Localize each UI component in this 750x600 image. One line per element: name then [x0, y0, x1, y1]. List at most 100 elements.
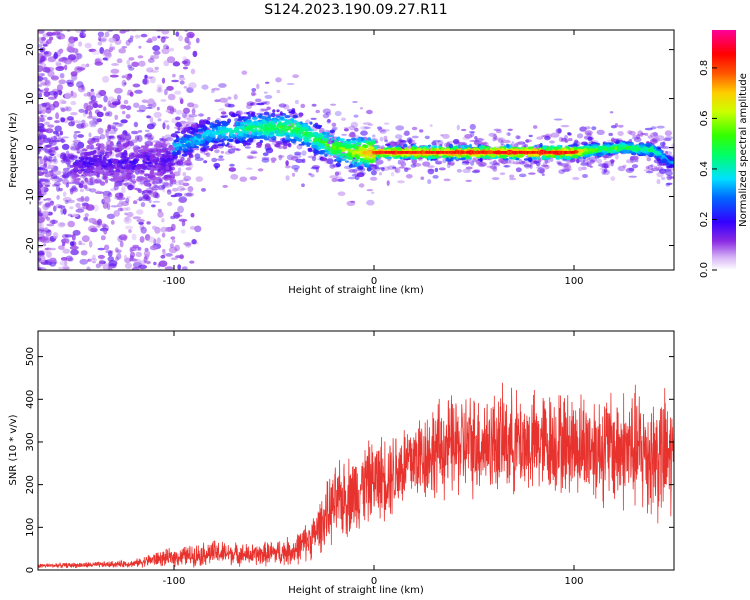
spectrogram-band-blob [518, 153, 524, 158]
spectrogram-noise-blob [104, 31, 110, 38]
spectrogram-band-blob [162, 149, 168, 153]
spectrogram-noise-blob [138, 45, 142, 49]
spectrogram-noise-blob [43, 51, 49, 55]
spectrogram-halo-blob [322, 108, 331, 114]
spectrogram-halo-blob [265, 81, 270, 84]
spectrogram-halo-blob [384, 139, 388, 143]
spectrogram-noise-blob [38, 201, 42, 206]
spectrogram-noise-blob [39, 158, 44, 165]
spectrogram-halo-blob [541, 173, 545, 176]
spectrogram-noise-blob [76, 67, 86, 71]
spectrogram-noise-blob [38, 267, 42, 270]
spectrogram-halo-blob [462, 161, 470, 164]
spectrogram-noise-blob [136, 209, 144, 215]
spectrogram-halo-blob [360, 130, 368, 136]
spectrogram-halo-blob [177, 167, 182, 173]
spectrogram-halo-blob [582, 159, 589, 164]
spectrogram-band-blob [135, 153, 141, 158]
spectrogram-noise-blob [114, 247, 119, 253]
spectrogram-halo-blob [435, 160, 443, 165]
spectrogram-noise-blob [78, 41, 82, 47]
spectrogram-band-blob [189, 130, 195, 135]
spectrogram-halo-blob [53, 176, 60, 179]
spectrogram-noise-blob [116, 252, 122, 260]
spectrogram-noise-blob [48, 202, 52, 207]
spectrogram-band-blob [639, 144, 645, 148]
spectrogram-band-blob [263, 137, 270, 141]
spectrogram-noise-blob [64, 234, 73, 238]
spectrogram-noise-blob [78, 108, 85, 113]
spectrogram-noise-blob [135, 251, 142, 258]
spectrogram-noise-blob [160, 36, 166, 43]
spectrogram-halo-blob [61, 137, 65, 144]
spectrogram-band-blob [336, 154, 339, 157]
spectrogram-band-blob [181, 153, 188, 157]
spectrogram-band-blob [481, 142, 488, 145]
spectrogram-noise-blob [118, 48, 126, 54]
spectrogram-band-blob [441, 155, 448, 158]
spectrogram-band-blob [220, 126, 227, 131]
spectrogram-halo-blob [324, 129, 330, 133]
spectrogram-noise-blob [40, 115, 44, 123]
spectrogram-halo-blob [560, 139, 568, 143]
spectrogram-halo-blob [636, 133, 641, 140]
spectrogram-band-blob [527, 157, 533, 163]
spectrogram-band-blob [351, 144, 356, 148]
spectrogram-band-blob [344, 128, 349, 132]
spectrogram-halo-blob [659, 141, 666, 147]
spectrogram-noise-blob [51, 31, 61, 36]
spectrogram-band-blob [318, 125, 323, 128]
spectrogram-band-blob [599, 145, 605, 151]
spectrogram-halo-blob [524, 144, 528, 148]
spectrogram-band-blob [106, 152, 112, 157]
spectrogram-noise-blob [39, 54, 48, 63]
spectrogram-noise-blob [131, 233, 137, 241]
spectrogram-halo-blob [608, 132, 613, 137]
spectrogram-halo-blob [44, 164, 48, 171]
spectrogram-band-blob [87, 140, 94, 145]
spectrogram-halo-blob [68, 155, 78, 161]
spectrogram-band-blob [98, 154, 103, 159]
spectrogram-noise-blob [40, 236, 49, 241]
spectrogram-noise-blob [72, 229, 81, 236]
spectrogram-band-blob [266, 106, 271, 111]
spectrogram-band-blob [642, 150, 649, 154]
spectrogram-halo-blob [562, 166, 570, 172]
spectrogram-noise-blob [85, 63, 90, 68]
spectrogram-band-blob [134, 187, 140, 191]
spectrogram-band-blob [649, 146, 654, 151]
spectrogram-band-blob [279, 128, 283, 132]
spectrogram-band-blob [384, 156, 390, 159]
spectrogram-band-blob [218, 140, 225, 143]
spectrogram-noise-blob [38, 58, 43, 65]
spectrogram-band-blob [141, 165, 148, 170]
spectrogram-band-blob [302, 123, 309, 128]
spectrogram-band-blob [334, 139, 338, 143]
spectrogram-halo-blob [244, 146, 251, 149]
spectrogram-halo-blob [488, 132, 497, 137]
spectrogram-halo-blob [53, 181, 61, 187]
spectrogram-halo-blob [596, 158, 603, 164]
spectrogram-noise-blob [97, 31, 105, 37]
spectrogram-band-blob [369, 155, 377, 158]
spectrogram-halo-blob [585, 158, 594, 162]
spectrogram-halo-blob [70, 154, 79, 159]
spectrogram-halo-blob [376, 161, 383, 165]
spectrogram-band-blob [102, 158, 108, 162]
spectrogram-halo-blob [525, 139, 530, 144]
spectrogram-band-blob [169, 170, 174, 175]
spectrogram-noise-blob [97, 127, 104, 135]
spectrogram-halo-blob [222, 184, 228, 188]
spectrogram-band-blob [135, 146, 142, 150]
spectrogram-band-blob [220, 124, 227, 127]
spectrogram-halo-blob [382, 166, 390, 172]
spectrogram-band-blob [569, 153, 573, 157]
spectrogram-halo-blob [622, 164, 627, 168]
spectrogram-noise-blob [93, 204, 99, 212]
spectrogram-band-blob [602, 144, 608, 146]
spectrogram-noise-blob [73, 133, 78, 140]
spectrogram-band-blob [516, 157, 520, 161]
spectrogram-noise-blob [130, 30, 138, 32]
spectrogram-noise-blob [84, 213, 89, 218]
